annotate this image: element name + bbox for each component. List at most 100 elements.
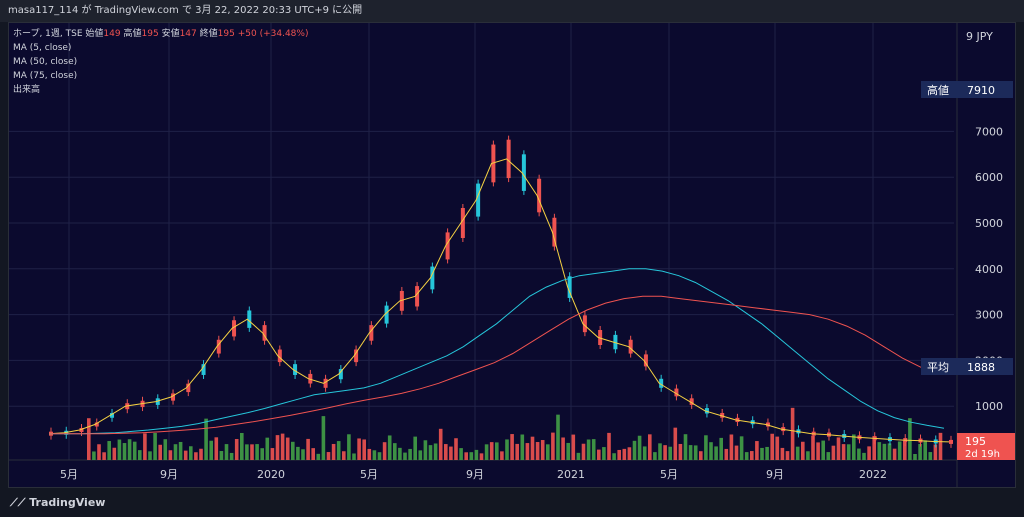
candle-body xyxy=(201,364,206,375)
x-tick-label: 2021 xyxy=(557,468,585,481)
volume-bar xyxy=(821,440,825,460)
candle-body xyxy=(384,305,389,324)
volume-bar xyxy=(826,452,831,460)
x-tick-label: 5月 xyxy=(60,468,78,481)
volume-bar xyxy=(199,448,203,460)
ma-line-3[interactable] xyxy=(49,295,922,435)
candle-body xyxy=(598,330,603,345)
volume-bar xyxy=(852,434,856,460)
candle-body xyxy=(445,232,450,260)
volume-bar xyxy=(581,443,586,460)
volume-bar xyxy=(673,427,678,460)
volume-bar xyxy=(637,435,642,460)
volume-bar xyxy=(806,451,810,460)
bar-countdown: 2d 19h xyxy=(965,449,1000,460)
volume-bar xyxy=(204,418,208,460)
x-tick-label: 5月 xyxy=(360,468,378,481)
ma-line-1[interactable] xyxy=(48,158,950,443)
volume-bar xyxy=(454,438,458,460)
volume-bar xyxy=(132,441,137,460)
volume-bar xyxy=(505,439,509,460)
y-tick-label: 4000 xyxy=(975,263,1003,276)
volume-bar xyxy=(311,448,315,460)
candle-body xyxy=(674,388,679,397)
candle-body xyxy=(476,183,481,217)
volume-bar xyxy=(250,444,254,460)
volume-bar xyxy=(566,442,570,460)
close-value: 195 xyxy=(217,29,235,39)
volume-bar xyxy=(148,451,152,460)
x-tick-label: 2022 xyxy=(859,468,887,481)
volume-bar xyxy=(352,453,356,460)
volume-bar xyxy=(321,416,326,460)
volume-bar xyxy=(602,447,606,460)
x-tick-label: 5月 xyxy=(660,468,678,481)
volume-bar xyxy=(908,418,912,460)
volume-bar xyxy=(92,451,96,460)
volume-bar xyxy=(500,451,504,460)
candle-body xyxy=(110,412,115,418)
volume-bar xyxy=(438,428,443,460)
brand-label: TradingView xyxy=(29,496,106,509)
candle-body xyxy=(399,290,404,311)
candle-body xyxy=(643,354,648,367)
volume-bar xyxy=(459,448,463,460)
candle-body xyxy=(613,334,618,350)
volume-bar xyxy=(923,440,927,460)
chart-frame: 10002000300040005000600070009 JPY5月9月202… xyxy=(8,22,1016,488)
volume-bar xyxy=(760,447,764,460)
volume-bar xyxy=(561,437,565,460)
tradingview-logo[interactable]: ⟋⟋ TradingView xyxy=(10,496,105,510)
legend-ma75[interactable]: MA (75, close) xyxy=(13,71,78,81)
volume-bar xyxy=(617,449,621,460)
candle-body xyxy=(521,154,526,191)
volume-bar xyxy=(209,440,213,460)
currency-label: 9 JPY xyxy=(966,30,993,43)
volume-bar xyxy=(484,444,489,460)
volume-bar xyxy=(189,446,193,460)
change-value: +50 (+34.48%) xyxy=(237,29,309,39)
volume-bar xyxy=(938,432,943,460)
ma-line-2[interactable] xyxy=(49,268,945,435)
candle-body xyxy=(537,178,542,213)
volume-bar xyxy=(495,442,499,460)
candle-body xyxy=(460,208,465,238)
volume-bar xyxy=(836,437,841,460)
high-label: 高値 xyxy=(123,29,142,39)
price-chart[interactable]: 10002000300040005000600070009 JPY5月9月202… xyxy=(9,23,1015,487)
volume-bar xyxy=(642,446,647,460)
volume-bar xyxy=(663,445,667,460)
high-value: 195 xyxy=(141,29,159,39)
legend-volume[interactable]: 出来高 xyxy=(13,85,41,95)
volume-bar xyxy=(770,433,774,460)
volume-bar xyxy=(714,446,718,460)
volume-bar xyxy=(775,436,780,460)
chart-legend: ホープ, 1週, TSE 始値149 高値195 安値147 終値195 +50… xyxy=(13,27,308,97)
volume-bar xyxy=(117,439,122,460)
volume-bar xyxy=(607,432,611,460)
volume-bar xyxy=(892,448,897,460)
candle-body xyxy=(155,398,160,405)
volume-bar xyxy=(413,436,417,460)
y-tick-label: 5000 xyxy=(975,217,1003,230)
volume-bar xyxy=(724,448,729,460)
volume-bar xyxy=(693,445,698,460)
candle-body xyxy=(79,428,84,433)
volume-bar xyxy=(699,451,703,460)
candle-body xyxy=(94,422,99,427)
volume-bar xyxy=(882,443,887,460)
legend-ma5[interactable]: MA (5, close) xyxy=(13,43,72,53)
volume-bar xyxy=(678,443,683,460)
close-label: 終値 xyxy=(199,29,218,39)
volume-bar xyxy=(668,446,672,460)
volume-bar xyxy=(127,439,132,460)
ohlc-line: ホープ, 1週, TSE 始値149 高値195 安値147 終値195 +50… xyxy=(13,27,308,41)
volume-bar xyxy=(260,448,264,460)
volume-bar xyxy=(811,435,815,460)
volume-bar xyxy=(387,435,392,460)
volume-bar xyxy=(464,452,468,460)
volume-bar xyxy=(433,443,438,460)
volume-bar xyxy=(795,446,800,460)
legend-ma50[interactable]: MA (50, close) xyxy=(13,57,78,67)
volume-bar xyxy=(653,452,657,460)
